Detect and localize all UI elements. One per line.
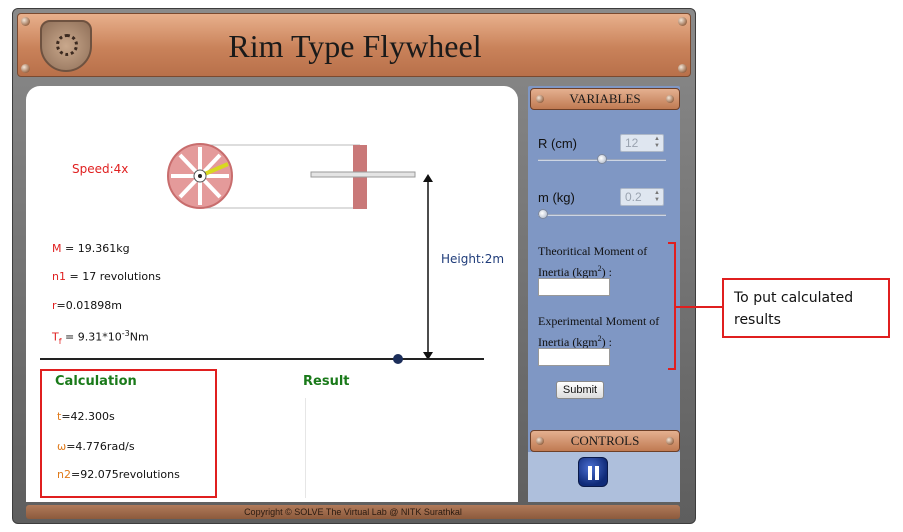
n1-reading: n1 = 17 revolutions [52,270,161,283]
time-value: t=42.300s [57,410,115,423]
screw-icon [536,437,544,445]
ground-line [40,358,484,360]
pause-button[interactable] [578,457,608,487]
annotation-connector [676,306,722,308]
title-bar: Rim Type Flywheel [17,13,691,77]
screw-icon [678,17,687,26]
experimental-inertia-input[interactable] [538,348,610,366]
simulation-panel [26,86,518,502]
mass-reading: M = 19.361kg [52,242,130,255]
axle [310,171,416,178]
page-title: Rim Type Flywheel [228,28,482,64]
mass-stepper[interactable]: 0.2 ▲ ▼ [620,188,664,206]
stepper-arrows-icon[interactable]: ▲ ▼ [654,190,660,203]
stepper-arrows-icon[interactable]: ▲ ▼ [654,136,660,149]
screw-icon [678,64,687,73]
input-highlight-bracket [668,242,676,370]
radius-stepper[interactable]: 12 ▲ ▼ [620,134,664,152]
annotation-callout: To put calculated results [722,278,890,338]
height-arrow [423,174,433,360]
mass-label: m (kg) [538,190,575,205]
radius-slider-knob[interactable] [597,154,607,164]
pulley-anchor [393,354,403,364]
result-title: Result [303,374,350,389]
variables-header: VARIABLES [530,88,680,110]
mass-slider-knob[interactable] [538,209,548,219]
screw-icon [21,17,30,26]
mass-slider[interactable] [538,214,666,216]
height-label: Height:2m [441,252,505,266]
screw-icon [21,64,30,73]
screw-icon [666,95,674,103]
footer-copyright: Copyright © SOLVE The Virtual Lab @ NITK… [26,505,680,519]
theoretical-inertia-input[interactable] [538,278,610,296]
torque-reading: Tf = 9.31*10-3Nm [52,329,149,346]
calculation-title: Calculation [55,374,137,389]
speed-label: Speed:4x [72,162,129,176]
screw-icon [536,95,544,103]
flywheel-wheel [167,143,233,209]
experimental-inertia-label: Experimental Moment of Inertia (kgm2) : [538,314,660,349]
result-area [305,398,515,498]
radius-reading: r=0.01898m [52,299,122,312]
submit-button[interactable]: Submit [556,381,604,399]
theoretical-inertia-label: Theoritical Moment of Inertia (kgm2) : [538,244,648,279]
radius-label: R (cm) [538,136,577,151]
controls-header: CONTROLS [530,430,680,452]
screw-icon [666,437,674,445]
calculation-highlight-box [40,369,217,498]
omega-value: ω=4.776rad/s [57,440,135,453]
n2-value: n2=92.075revolutions [57,468,180,481]
institute-logo [40,20,92,72]
